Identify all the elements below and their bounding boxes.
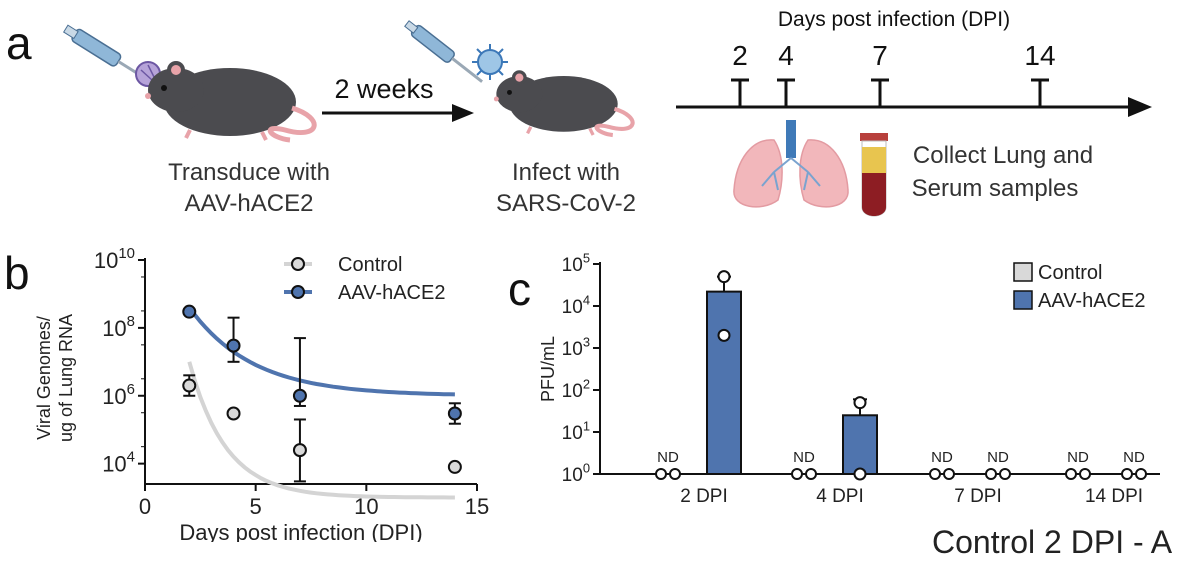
pipette-icon: [404, 20, 483, 83]
legend-label: Control: [338, 254, 402, 276]
mouse-icon: [493, 70, 635, 138]
aav-point: [853, 467, 867, 481]
category-label: 14 DPI: [1085, 486, 1143, 507]
step2-line2: SARS-CoV-2: [495, 190, 637, 217]
control-point: [226, 406, 241, 421]
aav-point: [182, 304, 197, 319]
y-tick-label: 103: [562, 334, 590, 360]
timeline-day: 2: [732, 40, 748, 71]
nd-label: ND: [987, 449, 1009, 466]
y-tick-label: 105: [562, 250, 590, 276]
nd-label: ND: [657, 449, 679, 466]
step1-line1: Transduce with: [168, 159, 330, 186]
control-point: [655, 468, 667, 480]
aav-point: [853, 396, 867, 410]
collect-line1: Collect Lung and: [912, 142, 1094, 169]
panel-b-letter: b: [4, 247, 30, 299]
aav-point: [985, 468, 997, 480]
two-weeks-arrow: [322, 104, 474, 122]
chart-c: 100 101 102 103 104 105 PFU/mL 2 DPI ND 4 DPI ND 7 …: [538, 250, 1160, 507]
control-point: [929, 468, 941, 480]
y-tick-label: 104: [102, 449, 135, 477]
timeline: [676, 78, 1152, 117]
mouse-icon: [145, 61, 317, 143]
x-tick-label: 15: [465, 494, 489, 519]
legend-label: AAV-hACE2: [338, 282, 445, 304]
y-tick-label: 101: [562, 418, 590, 444]
legend-swatch: [1013, 262, 1033, 282]
panel-a-illustration: [63, 20, 1152, 217]
nd-label: ND: [793, 449, 815, 466]
nd-label: ND: [1123, 449, 1145, 466]
step1-line2: AAV-hACE2: [184, 190, 314, 217]
control-point: [943, 468, 955, 480]
lungs-icon: [733, 120, 849, 208]
control-point: [182, 378, 197, 393]
collect-line2: Serum samples: [911, 175, 1079, 202]
y-tick-label: 108: [102, 313, 135, 341]
legend-label: Control: [1038, 262, 1102, 284]
y-tick-label: 102: [562, 376, 590, 402]
y-axis-label: PFU/mL: [538, 336, 558, 402]
x-tick-label: 0: [139, 494, 151, 519]
blood-tube-icon: [860, 133, 888, 217]
virus-icon: [472, 44, 508, 80]
arrow-label: 2 weeks: [334, 74, 434, 104]
category-label: 4 DPI: [816, 486, 864, 507]
aav-point: [1135, 468, 1147, 480]
control-fit-line: [187, 361, 455, 500]
timeline-title: Days post infection (DPI): [777, 8, 1011, 31]
aav-point: [292, 388, 307, 403]
aav-point: [226, 338, 241, 353]
panel-c-letter: c: [508, 263, 531, 315]
control-point: [669, 468, 681, 480]
control-point: [292, 443, 307, 458]
timeline-day: 14: [1024, 40, 1056, 71]
x-axis-label: Days post infection (DPI): [179, 520, 422, 542]
control-point: [805, 468, 817, 480]
y-tick-label: 100: [562, 460, 590, 486]
aav-point: [717, 270, 731, 284]
panel-a-letter: a: [6, 17, 32, 69]
nd-label: ND: [1067, 449, 1089, 466]
legend-swatch: [1013, 290, 1033, 310]
aav-point: [1121, 468, 1133, 480]
timeline-day: 4: [778, 40, 794, 71]
aav-point: [999, 468, 1011, 480]
y-axis-label: Viral Genomes/ug of Lung RNA: [34, 314, 76, 442]
legend-marker: [291, 285, 305, 299]
aav-bar: [842, 414, 878, 475]
legend-marker: [291, 257, 305, 271]
control-point: [1079, 468, 1091, 480]
timeline-day: 7: [872, 40, 888, 71]
aav-point: [717, 328, 731, 342]
cutoff-caption: Control 2 DPI - A: [932, 524, 1173, 560]
control-point: [447, 459, 462, 474]
aav-bar: [706, 290, 742, 476]
control-point: [1065, 468, 1077, 480]
y-tick-label: 106: [102, 381, 135, 409]
control-point: [791, 468, 803, 480]
y-tick-label: 1010: [94, 245, 135, 273]
category-label: 7 DPI: [954, 486, 1002, 507]
legend-label: AAV-hACE2: [1038, 290, 1145, 312]
category-label: 2 DPI: [680, 486, 728, 507]
y-tick-label: 104: [562, 292, 590, 318]
x-tick-label: 5: [250, 494, 262, 519]
aav-point: [447, 406, 462, 421]
step2-line1: Infect with: [511, 159, 621, 186]
nd-label: ND: [931, 449, 953, 466]
